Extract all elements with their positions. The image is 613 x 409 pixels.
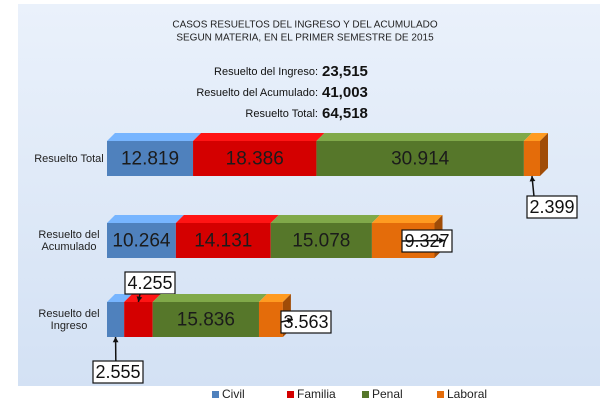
arrow-head [439,237,445,244]
legend-swatch [212,391,219,398]
arrow-head [287,317,293,324]
value-label: 30.914 [391,149,450,170]
value-label: 12.819 [121,149,179,170]
bar [107,302,125,337]
legend-label: Civil [222,387,245,401]
arrow-head [112,337,119,343]
value-label: 2.555 [95,362,140,382]
bar [270,223,372,258]
annotation-value: 41,003 [322,84,368,101]
label-box [124,271,176,295]
label-box [92,360,144,384]
legend-label: Familia [297,387,336,401]
bar [523,141,540,176]
bar [316,141,524,176]
annotation-label: Resuelto del Acumulado: [196,87,318,99]
bar [175,223,271,258]
value-label: 2.399 [529,197,574,217]
legend-swatch [437,391,444,398]
bar [193,141,317,176]
annotation-value: 23,515 [322,63,368,80]
bar [258,302,283,337]
bar-top [270,215,380,223]
bar-top [193,133,325,141]
value-label: 15.078 [292,231,350,252]
bar [152,302,259,337]
annotation-label: Resuelto Total: [245,108,318,120]
bar-top [124,294,161,302]
value-label: 3.563 [283,312,328,332]
bar-top [316,133,532,141]
legend-label: Penal [372,387,403,401]
value-label: 10.264 [112,231,171,252]
bar-top [107,133,202,141]
value-label: 15.836 [177,310,235,331]
bar [107,223,176,258]
bar [107,141,194,176]
bar-top [175,215,279,223]
chart-subtitle: SEGUN MATERIA, EN EL PRIMER SEMESTRE DE … [176,33,434,44]
annotation-value: 64,518 [322,105,368,122]
bar-top [107,215,184,223]
bar [124,302,153,337]
legend-label: Laboral [447,387,487,401]
arrow-head [136,296,143,302]
bar-top [523,133,548,141]
value-label: 18.386 [226,149,284,170]
legend-swatch [287,391,294,398]
value-label: 14.131 [194,231,252,252]
category-label: Resuelto del Ingreso [38,307,100,332]
arrow-head [529,176,536,182]
bar-top [152,294,267,302]
bar-top [371,215,443,223]
chart-title: CASOS RESUELTOS DEL INGRESO Y DEL ACUMUL… [172,20,437,31]
bar-top [258,294,291,302]
legend-swatch [362,391,369,398]
bar-top [107,294,133,302]
arrow [401,239,445,242]
value-label: 4.255 [127,273,172,293]
category-label: Resuelto Total [34,152,104,165]
bar-side [540,133,548,176]
annotation-label: Resuelto del Ingreso: [214,66,318,78]
category-label: Resuelto del Acumulado [38,228,100,253]
label-box [526,195,578,219]
